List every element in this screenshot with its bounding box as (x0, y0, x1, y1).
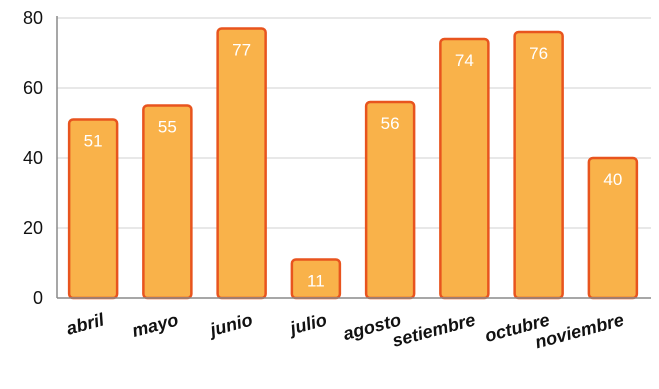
bar-junio (216, 27, 267, 300)
data-label-octubre: 76 (529, 44, 548, 63)
data-label-agosto: 56 (381, 114, 400, 133)
x-tick-label-abril: abril (64, 309, 107, 338)
x-tick-label-julio: julio (286, 310, 329, 339)
x-tick-label-mayo: mayo (130, 310, 181, 341)
data-label-mayo: 55 (158, 118, 177, 137)
data-labels: 51 55 77 11 56 74 76 40 (84, 41, 623, 291)
y-tick-label: 80 (23, 8, 43, 28)
data-label-setiembre: 74 (455, 51, 474, 70)
x-tick-label-setiembre: setiembre (390, 310, 477, 351)
x-tick-label-junio: junio (206, 310, 255, 341)
bar-octubre (513, 30, 564, 300)
data-label-abril: 51 (84, 132, 103, 151)
bars (67, 27, 639, 300)
y-tick-label: 20 (23, 218, 43, 238)
y-tick-label: 0 (33, 288, 43, 308)
y-tick-label: 60 (23, 78, 43, 98)
bar-setiembre (439, 37, 490, 300)
data-label-julio: 11 (307, 272, 325, 291)
data-label-noviembre: 40 (603, 170, 622, 189)
data-label-junio: 77 (232, 41, 251, 60)
y-tick-label: 40 (23, 148, 43, 168)
y-tick-labels: 0 20 40 60 80 (23, 8, 43, 308)
axes (56, 16, 651, 299)
